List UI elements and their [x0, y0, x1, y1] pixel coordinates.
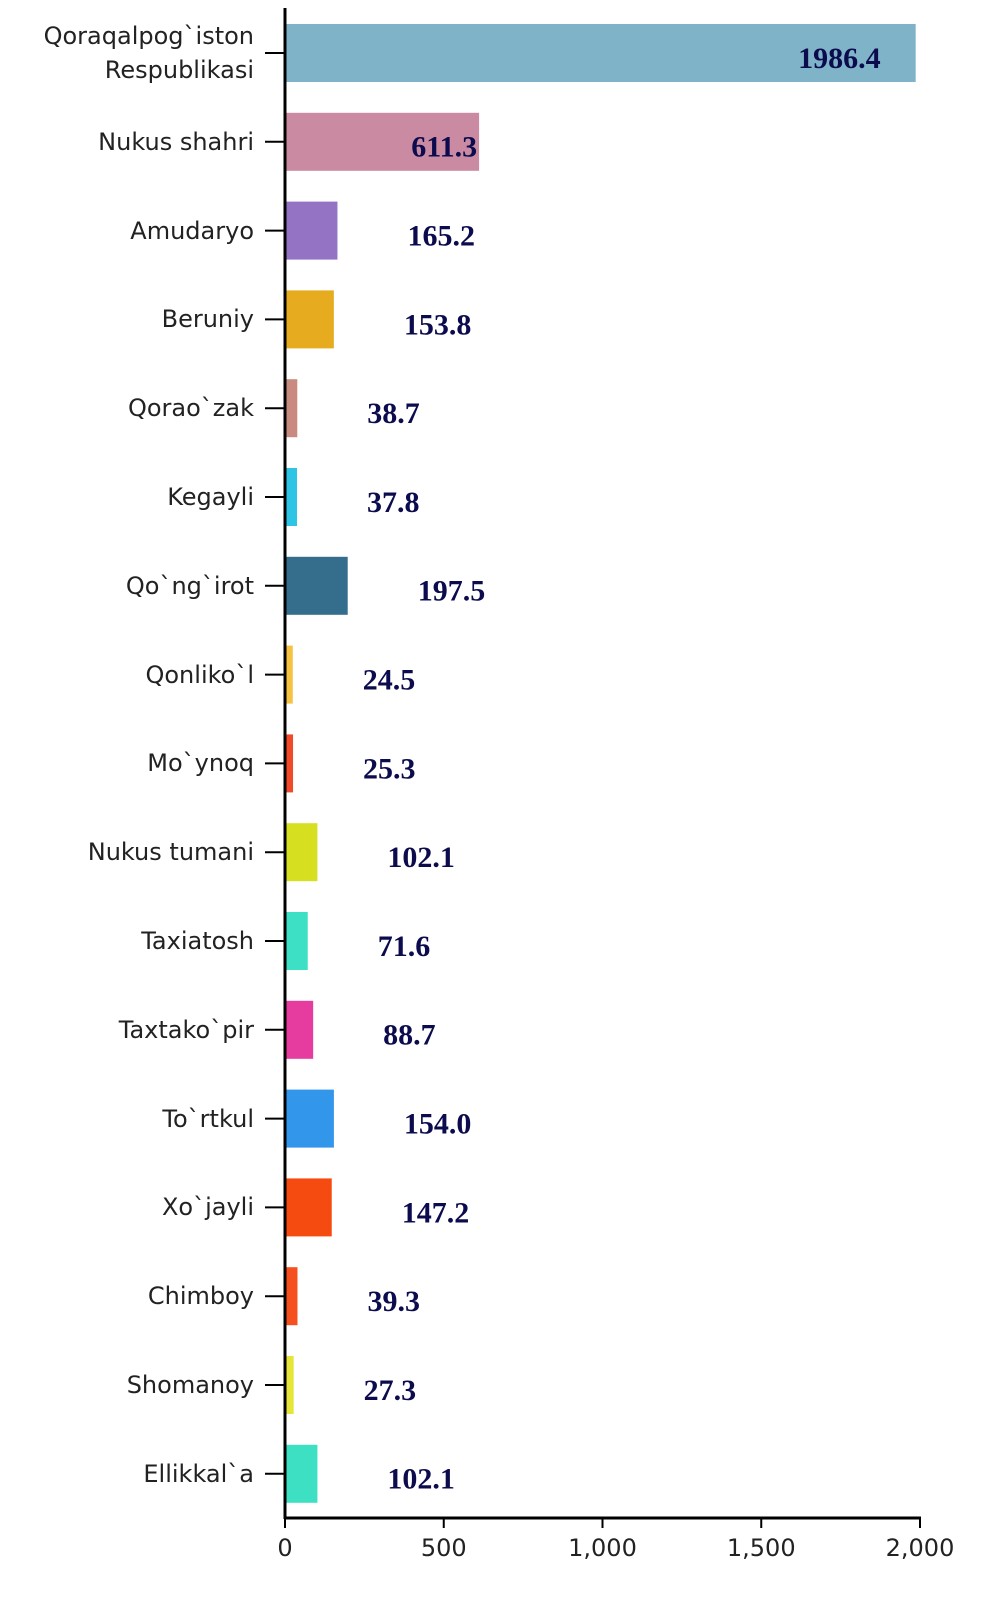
value-label: 27.3 — [364, 1374, 417, 1407]
bar — [285, 1356, 294, 1414]
category-label: Qorao`zak — [127, 394, 254, 423]
bar — [285, 734, 294, 793]
value-label: 197.5 — [418, 575, 486, 608]
value-label: 71.6 — [378, 930, 431, 963]
bar — [285, 1000, 314, 1059]
value-label: 25.3 — [363, 752, 416, 785]
value-label: 165.2 — [407, 219, 475, 252]
category-label: Qoraqalpog`iston Respublikasi — [43, 22, 254, 84]
value-label: 611.3 — [411, 131, 477, 164]
value-label: 102.1 — [387, 1463, 455, 1496]
bar — [285, 823, 318, 882]
value-label: 38.7 — [367, 397, 420, 430]
value-label: 154.0 — [404, 1107, 472, 1140]
bar — [285, 912, 308, 970]
category-label: Ellikkal`a — [143, 1459, 254, 1488]
bar — [285, 379, 298, 438]
value-label: 102.1 — [387, 841, 455, 874]
value-label: 147.2 — [402, 1196, 470, 1229]
bar — [285, 290, 334, 349]
x-tick-label: 1,000 — [568, 1534, 637, 1562]
category-label: To`rtkul — [162, 1104, 254, 1133]
x-tick-label: 1,500 — [727, 1534, 796, 1562]
value-label: 39.3 — [367, 1285, 420, 1318]
category-label: Beruniy — [161, 305, 254, 334]
value-label: 153.8 — [404, 308, 472, 341]
category-label: Qo`ng`irot — [125, 571, 254, 600]
bar — [285, 556, 348, 615]
category-label: Taxiatosh — [141, 927, 254, 955]
x-tick-label: 2,000 — [886, 1534, 955, 1562]
category-label: Mo`ynoq — [147, 749, 254, 778]
value-label: 24.5 — [363, 663, 416, 696]
category-label: Nukus tumani — [87, 838, 254, 867]
x-tick-label: 0 — [277, 1534, 292, 1562]
bar — [285, 1267, 298, 1326]
bar — [285, 1444, 318, 1503]
x-tick-label: 500 — [421, 1534, 467, 1562]
bar — [285, 1089, 334, 1148]
bar — [285, 468, 298, 526]
category-label: Qonliko`l — [145, 660, 254, 689]
value-label: 37.8 — [367, 486, 420, 519]
value-label: 1986.4 — [798, 42, 881, 75]
category-label: Nukus shahri — [98, 127, 254, 156]
bar — [285, 1178, 332, 1237]
category-label: Chimboy — [147, 1282, 254, 1311]
bar — [285, 24, 916, 82]
category-label: Xo`jayli — [161, 1193, 254, 1222]
bar — [285, 201, 338, 260]
bar — [285, 645, 293, 704]
value-label: 88.7 — [383, 1019, 436, 1052]
category-label: Taxtako`pir — [118, 1015, 254, 1044]
category-label: Amudaryo — [130, 216, 254, 245]
category-label: Shomanoy — [126, 1371, 254, 1399]
category-label: Kegayli — [167, 483, 254, 511]
bar — [285, 112, 480, 171]
